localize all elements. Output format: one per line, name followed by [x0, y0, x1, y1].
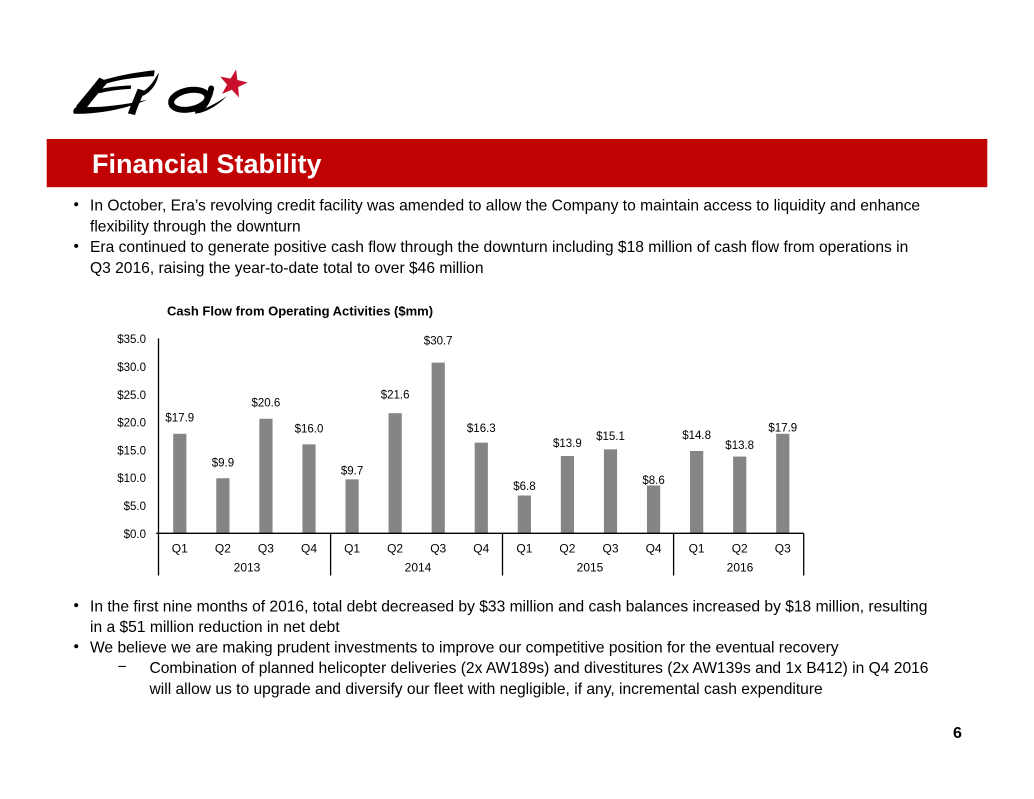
svg-text:$10.0: $10.0: [117, 473, 146, 485]
svg-text:Q1: Q1: [689, 542, 705, 556]
svg-text:$6.8: $6.8: [513, 481, 535, 493]
svg-text:Cash Flow from Operating Activ: Cash Flow from Operating Activities ($mm…: [167, 303, 433, 318]
svg-text:In October, Era’s revolving cr: In October, Era’s revolving credit facil…: [90, 198, 920, 215]
svg-text:Q3: Q3: [430, 542, 446, 556]
svg-text:Q4: Q4: [646, 542, 662, 556]
svg-text:$20.6: $20.6: [252, 397, 281, 409]
svg-text:$25.0: $25.0: [117, 390, 146, 402]
svg-text:in a $51 million reduction in: in a $51 million reduction in net debt: [90, 619, 340, 636]
svg-text:$30.0: $30.0: [117, 362, 146, 374]
svg-text:Q3 2016, raising the year-to-d: Q3 2016, raising the year-to-date total …: [90, 260, 484, 277]
svg-text:$5.0: $5.0: [124, 501, 146, 513]
svg-text:Q3: Q3: [602, 542, 618, 556]
svg-text:$17.9: $17.9: [768, 423, 797, 435]
svg-text:Q1: Q1: [344, 542, 360, 556]
svg-text:Q2: Q2: [559, 542, 575, 556]
svg-text:$8.6: $8.6: [642, 475, 664, 487]
svg-text:flexibility through the downtu: flexibility through the downturn: [90, 218, 301, 235]
svg-text:Q2: Q2: [215, 542, 231, 556]
svg-text:$14.8: $14.8: [682, 430, 711, 442]
svg-text:$16.3: $16.3: [467, 423, 496, 435]
svg-text:Q2: Q2: [732, 542, 748, 556]
svg-text:Combination of planned helicop: Combination of planned helicopter delive…: [150, 660, 929, 677]
svg-text:Q4: Q4: [473, 542, 489, 556]
svg-text:2015: 2015: [577, 561, 604, 575]
svg-text:$13.9: $13.9: [553, 438, 582, 450]
svg-text:Era continued to generate posi: Era continued to generate positive cash …: [90, 239, 908, 256]
svg-text:Q4: Q4: [301, 542, 317, 556]
svg-text:will allow us to upgrade and d: will allow us to upgrade and diversify o…: [149, 681, 823, 698]
svg-text:$35.0: $35.0: [117, 334, 146, 346]
svg-text:$17.9: $17.9: [165, 413, 194, 425]
svg-text:2013: 2013: [234, 561, 261, 575]
svg-text:6: 6: [953, 725, 962, 742]
svg-text:$13.8: $13.8: [725, 440, 754, 452]
svg-text:In the first nine months of 20: In the first nine months of 2016, total …: [90, 598, 927, 615]
svg-text:Financial Stability: Financial Stability: [92, 149, 322, 179]
svg-text:$0.0: $0.0: [124, 529, 146, 541]
svg-text:Q1: Q1: [516, 542, 532, 556]
svg-text:Q3: Q3: [258, 542, 274, 556]
svg-text:$15.1: $15.1: [596, 431, 625, 443]
svg-text:Q2: Q2: [387, 542, 403, 556]
svg-text:$21.6: $21.6: [381, 390, 410, 402]
svg-text:Q1: Q1: [172, 542, 188, 556]
svg-text:$9.9: $9.9: [212, 457, 234, 469]
svg-text:−: −: [118, 659, 127, 676]
svg-text:$20.0: $20.0: [117, 418, 146, 430]
svg-text:$30.7: $30.7: [424, 335, 453, 347]
svg-text:$9.7: $9.7: [341, 465, 363, 477]
svg-text:We believe we are making prude: We believe we are making prudent investm…: [90, 639, 839, 656]
svg-text:$16.0: $16.0: [295, 424, 324, 436]
svg-text:Q3: Q3: [775, 542, 791, 556]
svg-text:$15.0: $15.0: [117, 445, 146, 457]
svg-text:2016: 2016: [727, 561, 754, 575]
svg-text:2014: 2014: [405, 561, 432, 575]
